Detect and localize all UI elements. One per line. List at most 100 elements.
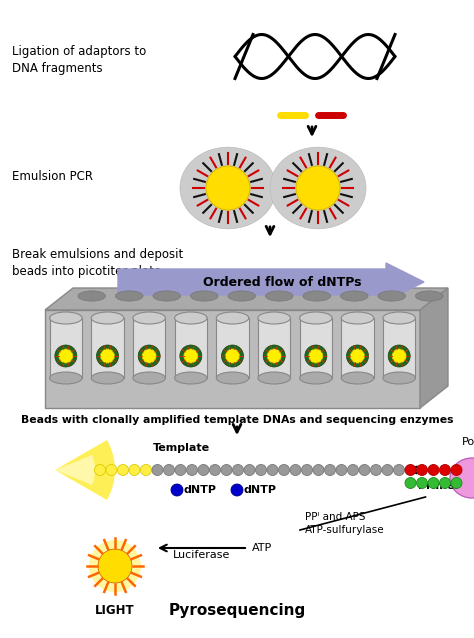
Wedge shape — [55, 440, 115, 500]
Circle shape — [175, 464, 186, 475]
Ellipse shape — [78, 291, 106, 301]
Circle shape — [417, 477, 428, 489]
Ellipse shape — [216, 312, 249, 324]
Text: Ligation of adaptors to
DNA fragments: Ligation of adaptors to DNA fragments — [12, 45, 146, 75]
Wedge shape — [55, 455, 95, 485]
Circle shape — [382, 464, 393, 475]
Circle shape — [171, 484, 183, 496]
Circle shape — [164, 464, 174, 475]
Circle shape — [180, 345, 202, 367]
Ellipse shape — [228, 291, 255, 301]
Text: ATP: ATP — [252, 543, 272, 553]
Circle shape — [97, 345, 118, 367]
Ellipse shape — [258, 312, 291, 324]
Polygon shape — [383, 318, 415, 378]
Text: Luciferase: Luciferase — [173, 550, 230, 560]
Circle shape — [393, 464, 404, 475]
Ellipse shape — [383, 312, 415, 324]
Ellipse shape — [270, 147, 366, 229]
Circle shape — [388, 345, 410, 367]
Polygon shape — [216, 318, 249, 378]
Ellipse shape — [180, 147, 276, 229]
Polygon shape — [133, 318, 165, 378]
Circle shape — [392, 349, 406, 363]
Ellipse shape — [303, 291, 330, 301]
Circle shape — [428, 464, 439, 475]
Circle shape — [313, 464, 324, 475]
Circle shape — [371, 464, 382, 475]
Circle shape — [336, 464, 347, 475]
Circle shape — [106, 464, 117, 475]
Polygon shape — [45, 310, 420, 408]
Polygon shape — [258, 318, 291, 378]
Text: Template: Template — [153, 443, 210, 453]
Text: dNTP: dNTP — [244, 485, 277, 495]
Polygon shape — [91, 318, 124, 378]
Circle shape — [94, 464, 106, 475]
Circle shape — [140, 464, 152, 475]
Text: Break emulsions and deposit
beads into picotiter plate: Break emulsions and deposit beads into p… — [12, 248, 183, 278]
Text: Emulsion PCR: Emulsion PCR — [12, 170, 93, 183]
Circle shape — [210, 464, 220, 475]
Circle shape — [451, 464, 462, 475]
Circle shape — [279, 464, 290, 475]
FancyArrow shape — [118, 263, 424, 301]
Ellipse shape — [341, 372, 374, 384]
Ellipse shape — [50, 312, 82, 324]
Polygon shape — [341, 318, 374, 378]
Circle shape — [350, 349, 365, 363]
Ellipse shape — [50, 372, 82, 384]
Circle shape — [184, 349, 198, 363]
Circle shape — [142, 349, 156, 363]
Ellipse shape — [133, 312, 165, 324]
Circle shape — [206, 166, 250, 210]
Polygon shape — [50, 318, 82, 378]
Ellipse shape — [265, 291, 293, 301]
Ellipse shape — [116, 291, 143, 301]
Text: LIGHT: LIGHT — [95, 604, 135, 617]
Circle shape — [231, 484, 243, 496]
Circle shape — [186, 464, 198, 475]
Circle shape — [439, 464, 450, 475]
Circle shape — [290, 464, 301, 475]
Ellipse shape — [300, 312, 332, 324]
Ellipse shape — [378, 291, 406, 301]
Circle shape — [244, 464, 255, 475]
Circle shape — [296, 166, 340, 210]
Circle shape — [301, 464, 312, 475]
Circle shape — [118, 464, 128, 475]
Circle shape — [138, 345, 160, 367]
Ellipse shape — [341, 312, 374, 324]
Polygon shape — [420, 288, 448, 408]
Circle shape — [405, 464, 416, 475]
Circle shape — [405, 477, 416, 489]
Ellipse shape — [174, 372, 207, 384]
Circle shape — [98, 549, 132, 583]
Ellipse shape — [258, 372, 291, 384]
Ellipse shape — [340, 291, 368, 301]
Ellipse shape — [153, 291, 181, 301]
Circle shape — [255, 464, 266, 475]
Ellipse shape — [300, 372, 332, 384]
Circle shape — [221, 464, 232, 475]
Circle shape — [309, 349, 323, 363]
Circle shape — [325, 464, 336, 475]
Ellipse shape — [383, 372, 415, 384]
Ellipse shape — [174, 312, 207, 324]
Text: Polymerase: Polymerase — [462, 437, 474, 447]
Circle shape — [428, 477, 439, 489]
Polygon shape — [300, 318, 332, 378]
Ellipse shape — [191, 291, 218, 301]
Circle shape — [359, 464, 370, 475]
Ellipse shape — [91, 312, 124, 324]
Circle shape — [226, 349, 239, 363]
Text: Beads with clonally amplified template DNAs and sequencing enzymes: Beads with clonally amplified template D… — [21, 415, 453, 425]
Text: PPᴵ and APS: PPᴵ and APS — [305, 512, 365, 522]
Circle shape — [417, 464, 428, 475]
Circle shape — [267, 349, 281, 363]
Circle shape — [305, 345, 327, 367]
Circle shape — [221, 345, 244, 367]
Ellipse shape — [216, 372, 249, 384]
Text: Primer: Primer — [419, 481, 460, 491]
Ellipse shape — [133, 372, 165, 384]
